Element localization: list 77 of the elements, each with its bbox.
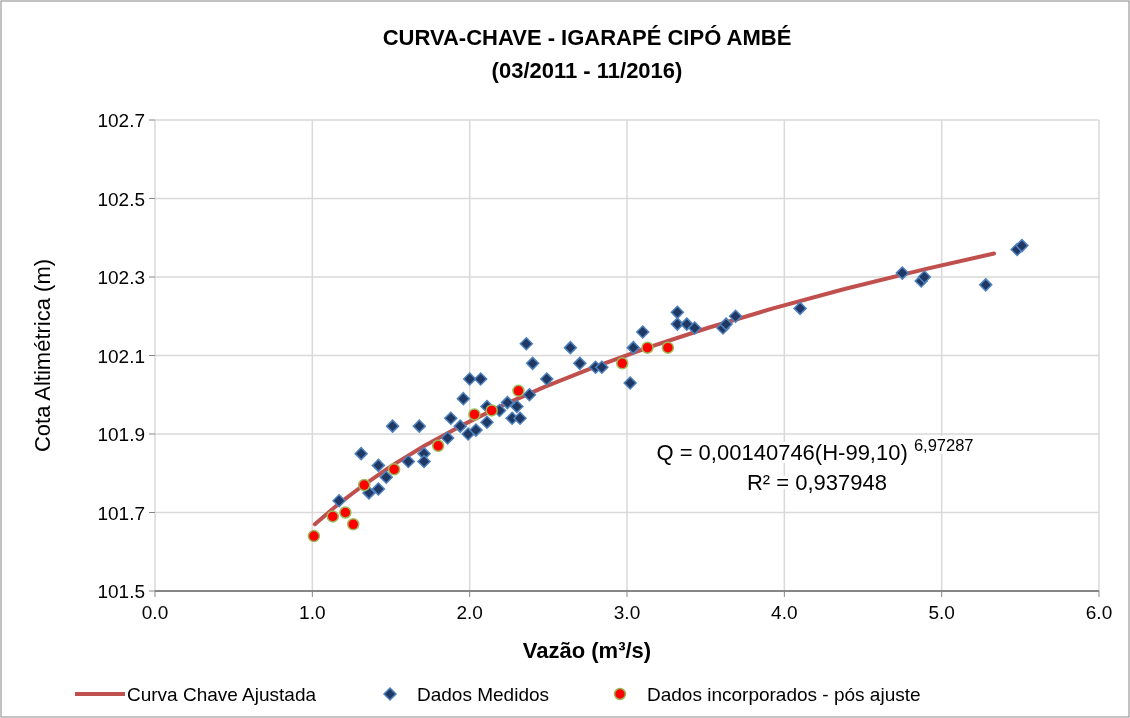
point [626, 340, 641, 355]
chart-subtitle: (03/2011 - 11/2016) [491, 58, 683, 83]
point [616, 357, 629, 370]
x-tick-label: 2.0 [456, 602, 483, 623]
point [412, 419, 427, 433]
point [371, 458, 386, 473]
x-tick-label: 0.0 [141, 602, 169, 623]
point [917, 270, 932, 284]
y-tick-label: 102.1 [97, 345, 145, 367]
point [387, 463, 401, 476]
point [473, 372, 488, 386]
point [462, 372, 477, 386]
point [728, 309, 743, 323]
point [595, 360, 609, 375]
point [339, 506, 352, 519]
y-axis-title: Cota Altimétrica (m) [30, 258, 55, 453]
point [522, 388, 537, 402]
point [510, 399, 524, 414]
point [563, 340, 578, 355]
point [641, 341, 654, 354]
point [895, 266, 910, 280]
point [512, 384, 525, 398]
point [480, 415, 494, 429]
y-tick-label: 101.9 [97, 424, 145, 445]
point [1015, 238, 1029, 253]
point [431, 439, 445, 453]
point [444, 411, 458, 426]
y-tick-label: 102.3 [97, 267, 145, 288]
point [440, 431, 455, 445]
point [401, 454, 416, 469]
annotation: R² = 0,937948 [746, 470, 888, 495]
point [635, 325, 650, 339]
point [793, 301, 807, 316]
point [468, 408, 481, 421]
point [307, 529, 321, 543]
point [670, 305, 685, 320]
y-tick-label: 102.5 [97, 188, 145, 210]
point [385, 419, 400, 433]
point [623, 376, 637, 390]
point [680, 317, 694, 331]
point [978, 278, 993, 292]
point [354, 446, 368, 461]
legend-label: Dados incorporados - pós ajuste [647, 684, 921, 705]
point [379, 470, 394, 484]
point [540, 372, 554, 386]
x-tick-label: 3.0 [613, 602, 641, 623]
point [358, 478, 371, 492]
point [525, 356, 540, 371]
point [719, 317, 733, 331]
x-tick-label: 4.0 [771, 602, 798, 623]
y-tick-label: 101.5 [97, 581, 145, 602]
point [332, 493, 346, 508]
point [371, 482, 386, 496]
legend-label: Dados Medidos [417, 684, 550, 705]
point [453, 419, 467, 433]
point [513, 411, 527, 426]
point [469, 423, 483, 437]
point [500, 395, 515, 410]
y-tick-label: 102.7 [97, 110, 145, 131]
chart-title: CURVA-CHAVE - IGARAPÉ CIPÓ AMBÉ [382, 25, 792, 50]
point [519, 336, 534, 351]
x-tick-label: 5.0 [928, 602, 955, 623]
point [687, 321, 702, 335]
annotation: Q = 0,00140746(H-99,10) $^{6,97287}$ [656, 436, 974, 465]
x-axis-title: Vazão (m³/s) [522, 638, 652, 663]
legend-label: Curva Chave Ajustada [127, 684, 317, 705]
y-tick-label: 101.7 [97, 502, 145, 524]
point [573, 356, 587, 371]
x-tick-label: 6.0 [1085, 602, 1113, 623]
point [417, 454, 431, 469]
point [326, 510, 340, 523]
point [346, 518, 360, 531]
point [456, 391, 471, 406]
point [485, 404, 498, 417]
line-series [312, 251, 997, 527]
point [661, 341, 675, 354]
x-tick-label: 1.0 [299, 602, 326, 623]
